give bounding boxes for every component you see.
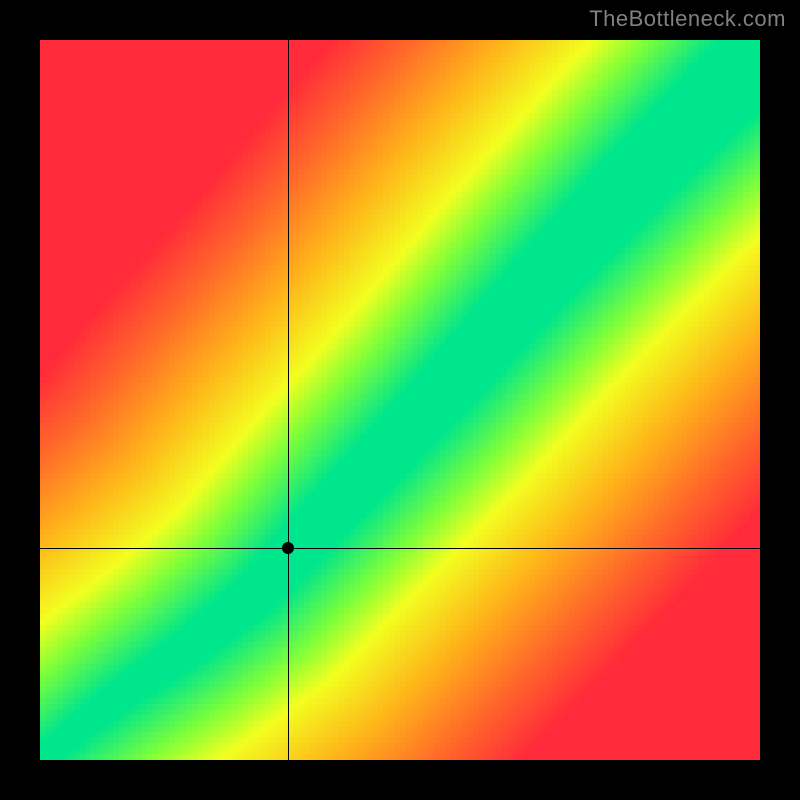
crosshair-vertical: [288, 40, 289, 760]
heatmap-canvas: [40, 40, 760, 760]
watermark-text: TheBottleneck.com: [589, 6, 786, 32]
crosshair-horizontal: [40, 548, 760, 549]
crosshair-marker: [282, 542, 294, 554]
heatmap-plot: [40, 40, 760, 760]
